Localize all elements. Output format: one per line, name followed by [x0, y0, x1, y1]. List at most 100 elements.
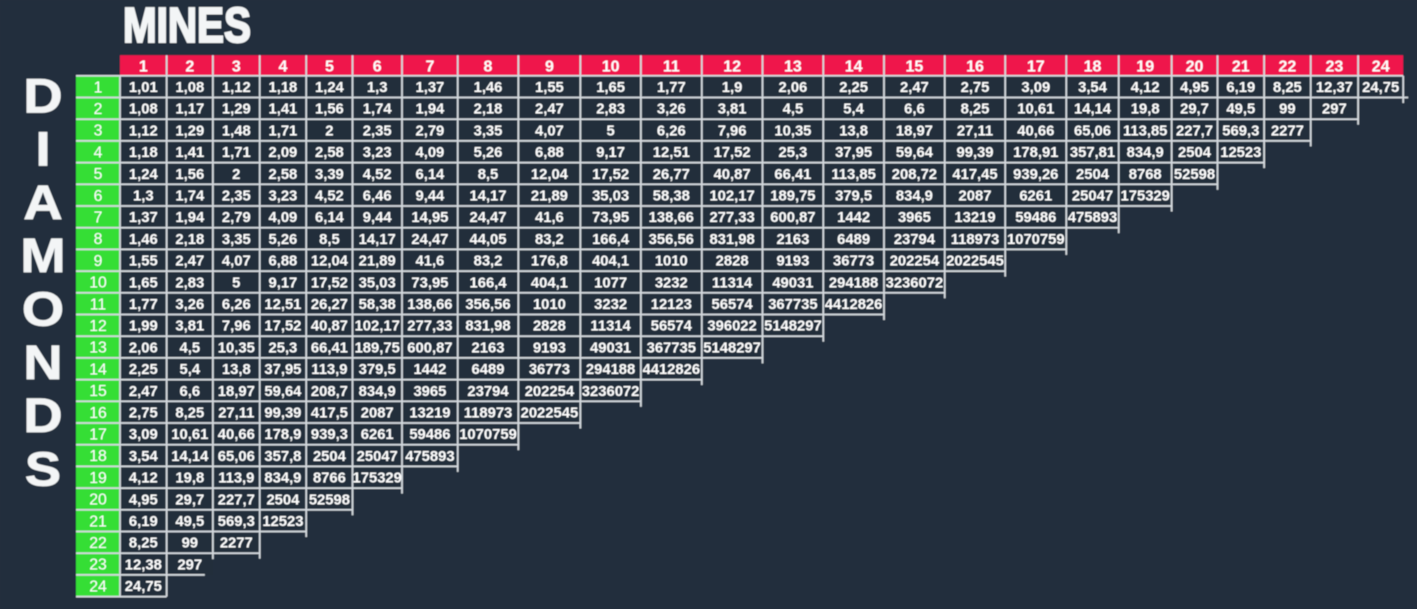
- svg-text:2504: 2504: [313, 449, 347, 465]
- svg-text:41,6: 41,6: [415, 254, 444, 270]
- svg-text:1,41: 1,41: [268, 102, 297, 118]
- svg-text:475893: 475893: [1068, 210, 1117, 226]
- svg-text:2,25: 2,25: [129, 362, 158, 378]
- svg-text:19,8: 19,8: [175, 471, 204, 487]
- svg-text:25,3: 25,3: [268, 340, 297, 356]
- svg-text:1,3: 1,3: [367, 80, 388, 96]
- svg-text:1070759: 1070759: [459, 427, 517, 443]
- svg-text:5,4: 5,4: [180, 362, 201, 378]
- svg-text:12: 12: [723, 58, 741, 75]
- svg-text:3,35: 3,35: [222, 232, 251, 248]
- svg-text:2: 2: [232, 167, 240, 183]
- svg-text:1,08: 1,08: [175, 80, 204, 96]
- svg-text:22: 22: [89, 535, 107, 552]
- svg-text:404,1: 404,1: [592, 254, 629, 270]
- svg-text:6489: 6489: [472, 362, 505, 378]
- svg-text:4,52: 4,52: [363, 167, 392, 183]
- svg-text:4,09: 4,09: [415, 145, 444, 161]
- svg-text:21,89: 21,89: [531, 189, 568, 205]
- svg-text:2,25: 2,25: [839, 80, 868, 96]
- svg-text:6261: 6261: [361, 427, 394, 443]
- svg-text:8: 8: [94, 231, 103, 248]
- svg-text:2,75: 2,75: [129, 406, 158, 422]
- svg-text:1,99: 1,99: [129, 319, 158, 335]
- svg-text:14: 14: [845, 58, 863, 75]
- svg-text:5148297: 5148297: [764, 319, 822, 335]
- svg-text:3,09: 3,09: [1021, 80, 1050, 96]
- svg-text:208,72: 208,72: [892, 167, 937, 183]
- svg-text:11314: 11314: [712, 275, 753, 291]
- svg-text:2022545: 2022545: [521, 406, 579, 422]
- svg-text:1,71: 1,71: [222, 145, 251, 161]
- svg-text:59,64: 59,64: [896, 145, 934, 161]
- svg-text:8768: 8768: [1129, 167, 1162, 183]
- svg-text:1,37: 1,37: [415, 80, 444, 96]
- svg-text:14,14: 14,14: [1074, 102, 1112, 118]
- svg-text:1,29: 1,29: [222, 102, 251, 118]
- svg-text:8,25: 8,25: [129, 536, 158, 552]
- svg-text:1,46: 1,46: [474, 80, 503, 96]
- svg-text:29,7: 29,7: [1180, 102, 1209, 118]
- svg-text:25047: 25047: [357, 449, 398, 465]
- svg-text:1,37: 1,37: [129, 210, 158, 226]
- svg-text:17: 17: [89, 427, 107, 444]
- svg-text:19: 19: [89, 470, 107, 487]
- svg-text:138,66: 138,66: [407, 297, 452, 313]
- svg-text:1,55: 1,55: [129, 254, 158, 270]
- svg-text:D: D: [23, 389, 62, 442]
- svg-text:2087: 2087: [361, 406, 394, 422]
- svg-text:49031: 49031: [590, 340, 631, 356]
- svg-text:19,8: 19,8: [1131, 102, 1160, 118]
- svg-text:D: D: [23, 69, 62, 122]
- svg-text:15: 15: [89, 383, 107, 400]
- svg-text:189,75: 189,75: [355, 340, 400, 356]
- svg-text:23: 23: [89, 557, 107, 574]
- svg-text:9,17: 9,17: [596, 145, 625, 161]
- svg-text:59486: 59486: [409, 427, 450, 443]
- svg-text:24,75: 24,75: [125, 579, 162, 595]
- svg-text:4,09: 4,09: [268, 210, 297, 226]
- svg-text:6,19: 6,19: [129, 514, 158, 530]
- svg-text:208,7: 208,7: [311, 384, 348, 400]
- svg-text:2087: 2087: [959, 189, 992, 205]
- svg-text:113,85: 113,85: [1123, 123, 1167, 139]
- svg-text:102,17: 102,17: [709, 189, 754, 205]
- svg-text:10: 10: [89, 275, 107, 292]
- svg-text:297: 297: [1322, 102, 1347, 118]
- svg-text:297: 297: [177, 557, 202, 573]
- svg-text:113,85: 113,85: [831, 167, 875, 183]
- svg-text:7: 7: [94, 210, 103, 227]
- svg-text:16: 16: [966, 58, 984, 75]
- svg-text:59486: 59486: [1015, 210, 1056, 226]
- svg-text:83,2: 83,2: [474, 254, 503, 270]
- svg-text:3965: 3965: [898, 210, 931, 226]
- svg-text:22: 22: [1279, 58, 1297, 75]
- svg-text:4,07: 4,07: [222, 254, 251, 270]
- svg-text:1,12: 1,12: [222, 80, 251, 96]
- svg-text:202254: 202254: [890, 254, 940, 270]
- svg-text:2504: 2504: [1178, 145, 1212, 161]
- svg-text:102,17: 102,17: [355, 319, 400, 335]
- svg-text:10: 10: [602, 58, 620, 75]
- svg-text:3,54: 3,54: [129, 449, 159, 465]
- svg-text:118973: 118973: [951, 232, 1000, 248]
- svg-text:2163: 2163: [472, 340, 505, 356]
- svg-text:1,56: 1,56: [315, 102, 344, 118]
- svg-text:20: 20: [1186, 58, 1204, 75]
- svg-text:1442: 1442: [413, 362, 446, 378]
- svg-text:834,9: 834,9: [264, 471, 301, 487]
- svg-text:1,3: 1,3: [133, 189, 154, 205]
- svg-text:40,87: 40,87: [714, 167, 751, 183]
- svg-text:2,06: 2,06: [778, 80, 807, 96]
- svg-text:37,95: 37,95: [264, 362, 301, 378]
- svg-text:1070759: 1070759: [1007, 232, 1065, 248]
- svg-text:37,95: 37,95: [835, 145, 872, 161]
- svg-text:5,4: 5,4: [843, 102, 864, 118]
- svg-text:2: 2: [94, 101, 103, 118]
- svg-text:6,19: 6,19: [1226, 80, 1255, 96]
- svg-text:3,23: 3,23: [363, 145, 392, 161]
- svg-text:2,06: 2,06: [129, 340, 158, 356]
- svg-text:2163: 2163: [776, 232, 809, 248]
- svg-text:7,96: 7,96: [222, 319, 251, 335]
- svg-text:12,37: 12,37: [1316, 80, 1353, 96]
